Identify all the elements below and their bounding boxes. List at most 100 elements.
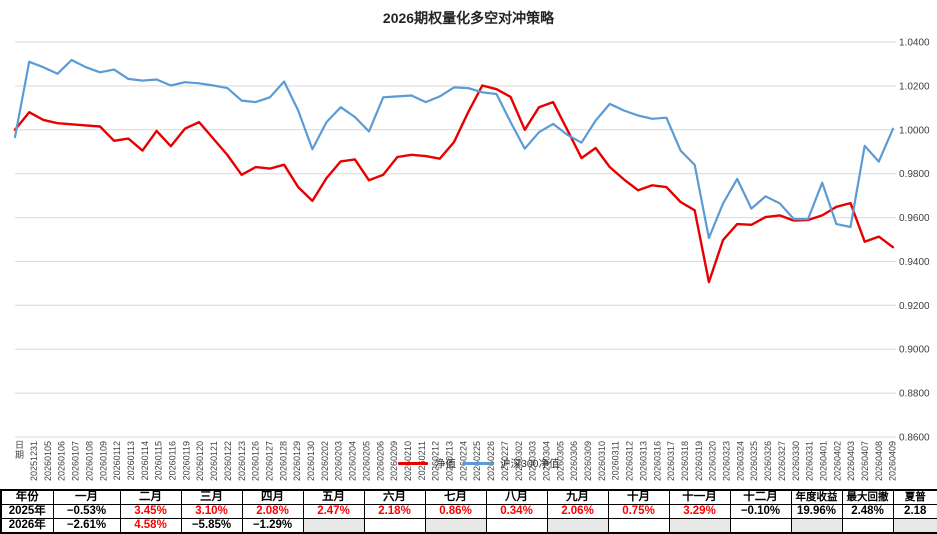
y-axis-tick-label: 0.9000 — [899, 345, 930, 356]
legend-swatch-benchmark — [463, 462, 493, 465]
series-line-strategy — [13, 84, 895, 284]
x-axis-tick-label: 20260206 — [375, 441, 385, 481]
legend-label-strategy: 净值 — [435, 458, 456, 470]
x-axis-tick-label: 20251231 — [29, 441, 39, 481]
x-axis-tick-label: 20260105 — [43, 441, 53, 481]
y-axis-tick-label: 0.9600 — [899, 213, 930, 224]
x-axis-tick-label: 20260402 — [832, 441, 842, 481]
legend-label-benchmark: 沪深300净值 — [500, 458, 560, 470]
x-axis-tick-label: 20260313 — [638, 441, 648, 481]
table-header-cell: 三月 — [180, 489, 243, 505]
table-cell: 0.75% — [607, 504, 670, 519]
table-header-cell: 十月 — [607, 489, 670, 505]
x-axis-tick-label: 20260130 — [306, 441, 316, 481]
x-axis-tick-label: 20260107 — [71, 441, 81, 481]
x-axis-tick-label: 20260225 — [472, 441, 482, 481]
table-header-cell: 一月 — [52, 489, 121, 505]
table-cell: −5.85% — [180, 518, 243, 534]
x-axis-tick-label: 20260120 — [195, 441, 205, 481]
chart-legend: 净值 沪深300净值 — [398, 456, 560, 471]
line-chart: 1.0400 1.0200 1.0000 0.9800 0.9600 0.9400 0.92… — [13, 38, 930, 481]
x-axis-tick-label: 20260112 — [112, 441, 122, 480]
table-cell: 2.06% — [546, 504, 609, 519]
x-axis-tick-label: 20260401 — [818, 441, 828, 481]
x-axis-tick-label: 20260330 — [791, 441, 801, 481]
table-row: 2026年 −2.61% 4.58% −5.85% −1.29% — [0, 518, 937, 534]
y-axis-tick-label: 0.8600 — [899, 433, 930, 444]
monthly-performance-table: 年份 一月 二月 三月 四月 五月 六月 七月 八月 九月 十月 十一月 十二月 年度收益 最大回撤 夏普 20… — [0, 489, 937, 534]
table-cell — [790, 518, 843, 534]
y-axis-tick-label: 1.0000 — [899, 125, 930, 136]
chart-canvas: 1.0400 1.0200 1.0000 0.9800 0.9600 0.9400 0.92… — [13, 38, 930, 481]
table-cell — [841, 518, 894, 534]
table-header-cell: 八月 — [485, 489, 548, 505]
table-cell: 2.18 — [892, 504, 937, 519]
y-axis-tick-label: 1.0400 — [899, 38, 930, 49]
table-header-cell: 十一月 — [668, 489, 731, 505]
x-axis-tick-label: 20260205 — [361, 441, 371, 481]
table-cell — [668, 518, 731, 534]
x-axis-title: 日期 — [14, 440, 24, 460]
x-axis-tick-label: 20260327 — [777, 441, 787, 481]
table-header-cell: 年份 — [0, 489, 54, 505]
x-axis-tick-label: 20260202 — [320, 441, 330, 481]
x-axis-tick-label: 20260119 — [181, 441, 191, 480]
x-axis-tick-label: 20260127 — [264, 441, 274, 481]
y-axis-tick-label: 0.8800 — [899, 389, 930, 400]
x-axis-tick-label: 20260227 — [500, 441, 510, 481]
y-axis-tick-label: 0.9800 — [899, 169, 930, 180]
x-axis-tick-label: 20260325 — [749, 441, 759, 481]
table-header-cell: 最大回撤 — [841, 489, 894, 505]
x-axis-tick-label: 20260403 — [846, 441, 856, 481]
table-cell — [546, 518, 609, 534]
table-cell: 3.29% — [668, 504, 731, 519]
x-axis-tick-label: 20260408 — [874, 441, 884, 481]
x-axis-tick-label: 20260109 — [98, 441, 108, 481]
table-header-cell: 六月 — [363, 489, 426, 505]
x-axis-tick-label: 20260210 — [403, 441, 413, 481]
y-axis-tick-label: 1.0200 — [899, 81, 930, 92]
table-cell: 2.48% — [841, 504, 894, 519]
table-cell: 19.96% — [790, 504, 843, 519]
x-axis-tick-label: 20260106 — [57, 441, 67, 481]
table-cell: 3.45% — [119, 504, 182, 519]
x-axis-tick-label: 20260204 — [348, 441, 358, 481]
table-cell: −0.10% — [729, 504, 792, 519]
x-axis-tick-label: 20260311 — [611, 441, 621, 480]
table-cell — [424, 518, 487, 534]
x-axis-tick-label: 20260320 — [708, 441, 718, 481]
table-cell — [729, 518, 792, 534]
x-axis-tick-label: 20260209 — [389, 441, 399, 481]
x-axis-tick-label: 20260306 — [569, 441, 579, 481]
series-line-benchmark — [13, 58, 895, 240]
x-axis-tick-label: 20260211 — [417, 441, 427, 480]
chart-title: 2026期权量化多空对冲策略 — [382, 10, 555, 26]
x-axis-tick-label: 20260116 — [168, 441, 178, 480]
x-axis-tick-label: 20260312 — [625, 441, 635, 481]
x-axis-tick-label: 20260317 — [666, 441, 676, 481]
x-axis-tick-label: 20260203 — [334, 441, 344, 481]
table-cell: 2.08% — [241, 504, 304, 519]
table-cell — [302, 518, 365, 534]
table-row: 2025年 −0.53% 3.45% 3.10% 2.08% 2.47% 2.18% 0.86… — [0, 504, 937, 519]
table-cell: 3.10% — [180, 504, 243, 519]
x-axis-tick-label: 20260213 — [445, 441, 455, 481]
x-axis-tick-label: 20260226 — [486, 441, 496, 481]
table-cell: 0.86% — [424, 504, 487, 519]
x-axis-tick-label: 20260115 — [154, 441, 164, 480]
x-axis-tick-label: 20260114 — [140, 441, 150, 480]
table-cell — [892, 518, 937, 534]
x-axis-tick-label: 20260331 — [805, 441, 815, 481]
legend-swatch-strategy — [398, 462, 428, 465]
x-axis-tick-label: 20260407 — [860, 441, 870, 481]
x-axis-tick-label: 20260323 — [722, 441, 732, 481]
row-label: 2026年 — [0, 518, 54, 534]
table-cell: −0.53% — [52, 504, 121, 519]
table-cell: 4.58% — [119, 518, 182, 534]
x-axis-tick-label: 20260304 — [541, 441, 551, 481]
x-axis-tick-label: 20260123 — [237, 441, 247, 481]
x-axis-tick-label: 20260302 — [514, 441, 524, 481]
x-axis-tick-label: 20260318 — [680, 441, 690, 481]
x-axis-tick-label: 20260310 — [597, 441, 607, 481]
table-cell: −2.61% — [52, 518, 121, 534]
